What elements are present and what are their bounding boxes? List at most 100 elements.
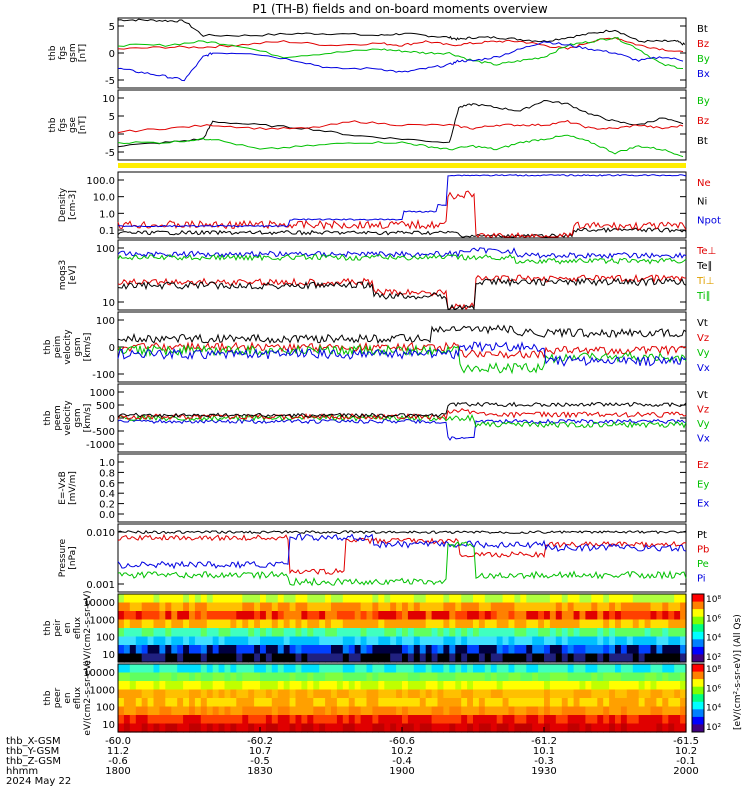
y-tick-label: 0.4: [99, 489, 115, 500]
spectro-cell: [141, 653, 149, 663]
y-axis-label: thb: [43, 410, 53, 425]
spectro-cell: [177, 653, 184, 663]
spectro-cell: [277, 636, 285, 646]
spectro-cell: [461, 664, 468, 674]
spectro-cell: [443, 723, 450, 733]
spectro-cell: [544, 664, 551, 674]
spectro-cell: [455, 619, 462, 629]
spectro-cell: [206, 706, 214, 716]
spectro-cell: [538, 723, 545, 733]
spectro-cell: [141, 636, 149, 646]
spectro-cell: [342, 645, 350, 655]
spectro-cell: [514, 645, 521, 655]
spectro-cell: [165, 611, 172, 621]
spectro-cell: [461, 681, 468, 691]
spectro-cell: [419, 664, 427, 674]
spectro-cell: [490, 611, 498, 621]
spectro-cell: [473, 672, 480, 682]
spectro-cell: [520, 672, 527, 682]
spectro-cell: [443, 628, 450, 638]
y-axis-label: fgs: [58, 118, 68, 132]
spectro-cell: [384, 594, 391, 604]
spectro-cell: [638, 672, 646, 682]
spectro-cell: [390, 672, 397, 682]
spectro-cell: [567, 653, 575, 663]
spectro-cell: [224, 602, 231, 612]
spectro-cell: [236, 628, 243, 638]
spectro-cell: [336, 619, 344, 629]
spectro-cell: [419, 645, 427, 655]
spectro-cell: [490, 602, 498, 612]
spectro-cell: [567, 681, 575, 691]
spectro-cell: [532, 723, 539, 733]
spectro-cell: [425, 723, 433, 733]
y-tick-label: 500: [96, 401, 115, 412]
y-tick-label: 10: [102, 94, 115, 105]
spectro-cell: [319, 645, 326, 655]
spectro-cell: [632, 645, 640, 655]
spectro-cell: [449, 636, 456, 646]
spectro-cell: [538, 636, 545, 646]
series-Bx: [117, 41, 684, 82]
spectro-cell: [668, 681, 675, 691]
spectro-cell: [230, 664, 237, 674]
spectro-cell: [390, 628, 397, 638]
spectro-cell: [366, 594, 373, 604]
spectro-cell: [396, 706, 403, 716]
spectro-cell: [656, 698, 663, 708]
spectro-cell: [118, 594, 125, 604]
spectro-cell: [532, 619, 539, 629]
spectro-cell: [378, 664, 385, 674]
spectro-cell: [526, 611, 533, 621]
spectro-cell: [615, 672, 622, 682]
spectro-cell: [626, 664, 634, 674]
spectro-cell: [437, 689, 444, 699]
legend-entry: Vt: [697, 390, 708, 401]
spectro-cell: [289, 594, 297, 604]
colorbar-tick: 10²: [706, 653, 721, 663]
spectro-cell: [183, 653, 190, 663]
spectro-cell: [532, 645, 539, 655]
spectro-cell: [502, 689, 510, 699]
spectro-cell: [248, 611, 255, 621]
colorbar-label: [eV/(cm²-s-sr-eV)] (All Qs): [733, 614, 743, 730]
spectro-cell: [283, 594, 291, 604]
spectro-cell: [585, 715, 592, 725]
spectro-cell: [366, 672, 373, 682]
spectro-cell: [319, 653, 326, 663]
spectro-cell: [260, 611, 267, 621]
spectro-cell: [336, 653, 344, 663]
spectro-cell: [218, 611, 226, 621]
spectro-cell: [555, 681, 563, 691]
spectro-cell: [342, 723, 350, 733]
spectro-cell: [141, 672, 149, 682]
y-axis-label: eflux: [73, 616, 83, 639]
spectro-cell: [538, 681, 545, 691]
spectro-cell: [496, 619, 504, 629]
spectro-cell: [549, 672, 557, 682]
spectro-cell: [402, 664, 409, 674]
spectro-cell: [118, 636, 125, 646]
spectro-cell: [242, 611, 249, 621]
spectro-cell: [354, 653, 362, 663]
spectro-cell: [153, 698, 160, 708]
spectro-cell: [307, 619, 314, 629]
y-axis-label: peir: [53, 619, 63, 637]
spectro-cell: [236, 698, 243, 708]
spectro-cell: [490, 715, 498, 725]
spectro-cell: [532, 672, 539, 682]
spectro-cell: [674, 619, 681, 629]
spectro-cell: [313, 715, 320, 725]
spectro-cell: [331, 672, 338, 682]
y-tick-label: 0.1: [99, 226, 115, 237]
spectro-cell: [135, 636, 143, 646]
spectro-cell: [194, 681, 202, 691]
spectro-cell: [549, 681, 557, 691]
y-axis-label: [km/s]: [83, 404, 93, 433]
spectro-cell: [372, 664, 379, 674]
spectro-cell: [307, 664, 314, 674]
spectro-cell: [674, 645, 681, 655]
spectro-cell: [118, 715, 125, 725]
